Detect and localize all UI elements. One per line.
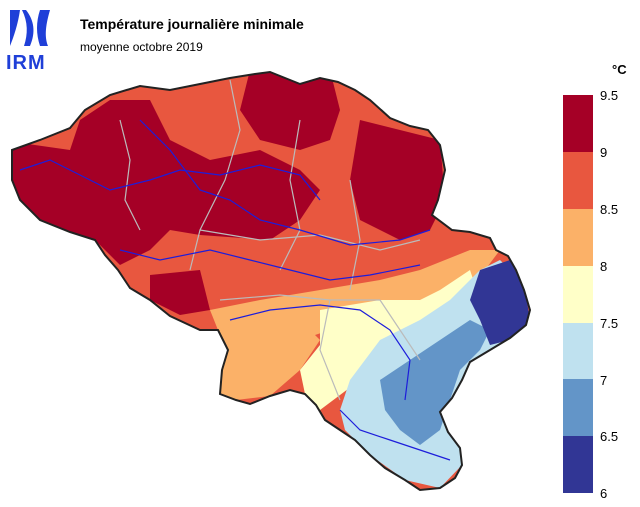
- legend-swatch: [563, 151, 593, 209]
- legend-swatch: [563, 208, 593, 266]
- zone-9-9-5-south: [150, 270, 210, 315]
- map-title: Température journalière minimale: [80, 16, 304, 32]
- legend-swatch: [563, 436, 593, 494]
- province-borders: [119, 79, 421, 401]
- legend-tick-label: 6.5: [600, 429, 619, 445]
- legend-tick-label: 9.5: [600, 88, 619, 103]
- legend-unit: °C: [612, 62, 627, 77]
- legend-tick-label: 8: [600, 258, 608, 274]
- legend-tick-label: 8.5: [600, 201, 619, 217]
- logo-text: IRM: [6, 52, 46, 74]
- belgium-temperature-map: [11, 71, 531, 491]
- rivers: [19, 119, 451, 461]
- irm-logo: [4, 6, 60, 74]
- legend-tick-label: 7: [600, 372, 608, 388]
- zone-6-6-5: [470, 260, 530, 345]
- zone-9-9-5-west: [12, 100, 320, 265]
- zone-9-9-5-northeast: [350, 120, 445, 240]
- zone-9-9-5-north: [240, 72, 340, 150]
- legend-tick-label: 7.5: [600, 315, 619, 331]
- map-subtitle: moyenne octobre 2019: [80, 40, 203, 54]
- legend-swatch: [563, 95, 593, 152]
- legend-swatch: [563, 265, 593, 323]
- zone-8-8-5-south: [218, 320, 320, 400]
- zone-6-5-7: [380, 320, 490, 445]
- legend-swatch: [563, 379, 593, 437]
- legend-tick-label: 6: [600, 486, 608, 502]
- legend-swatch: [563, 322, 593, 380]
- color-legend: [563, 95, 593, 494]
- legend-tick-label: 9: [600, 144, 608, 160]
